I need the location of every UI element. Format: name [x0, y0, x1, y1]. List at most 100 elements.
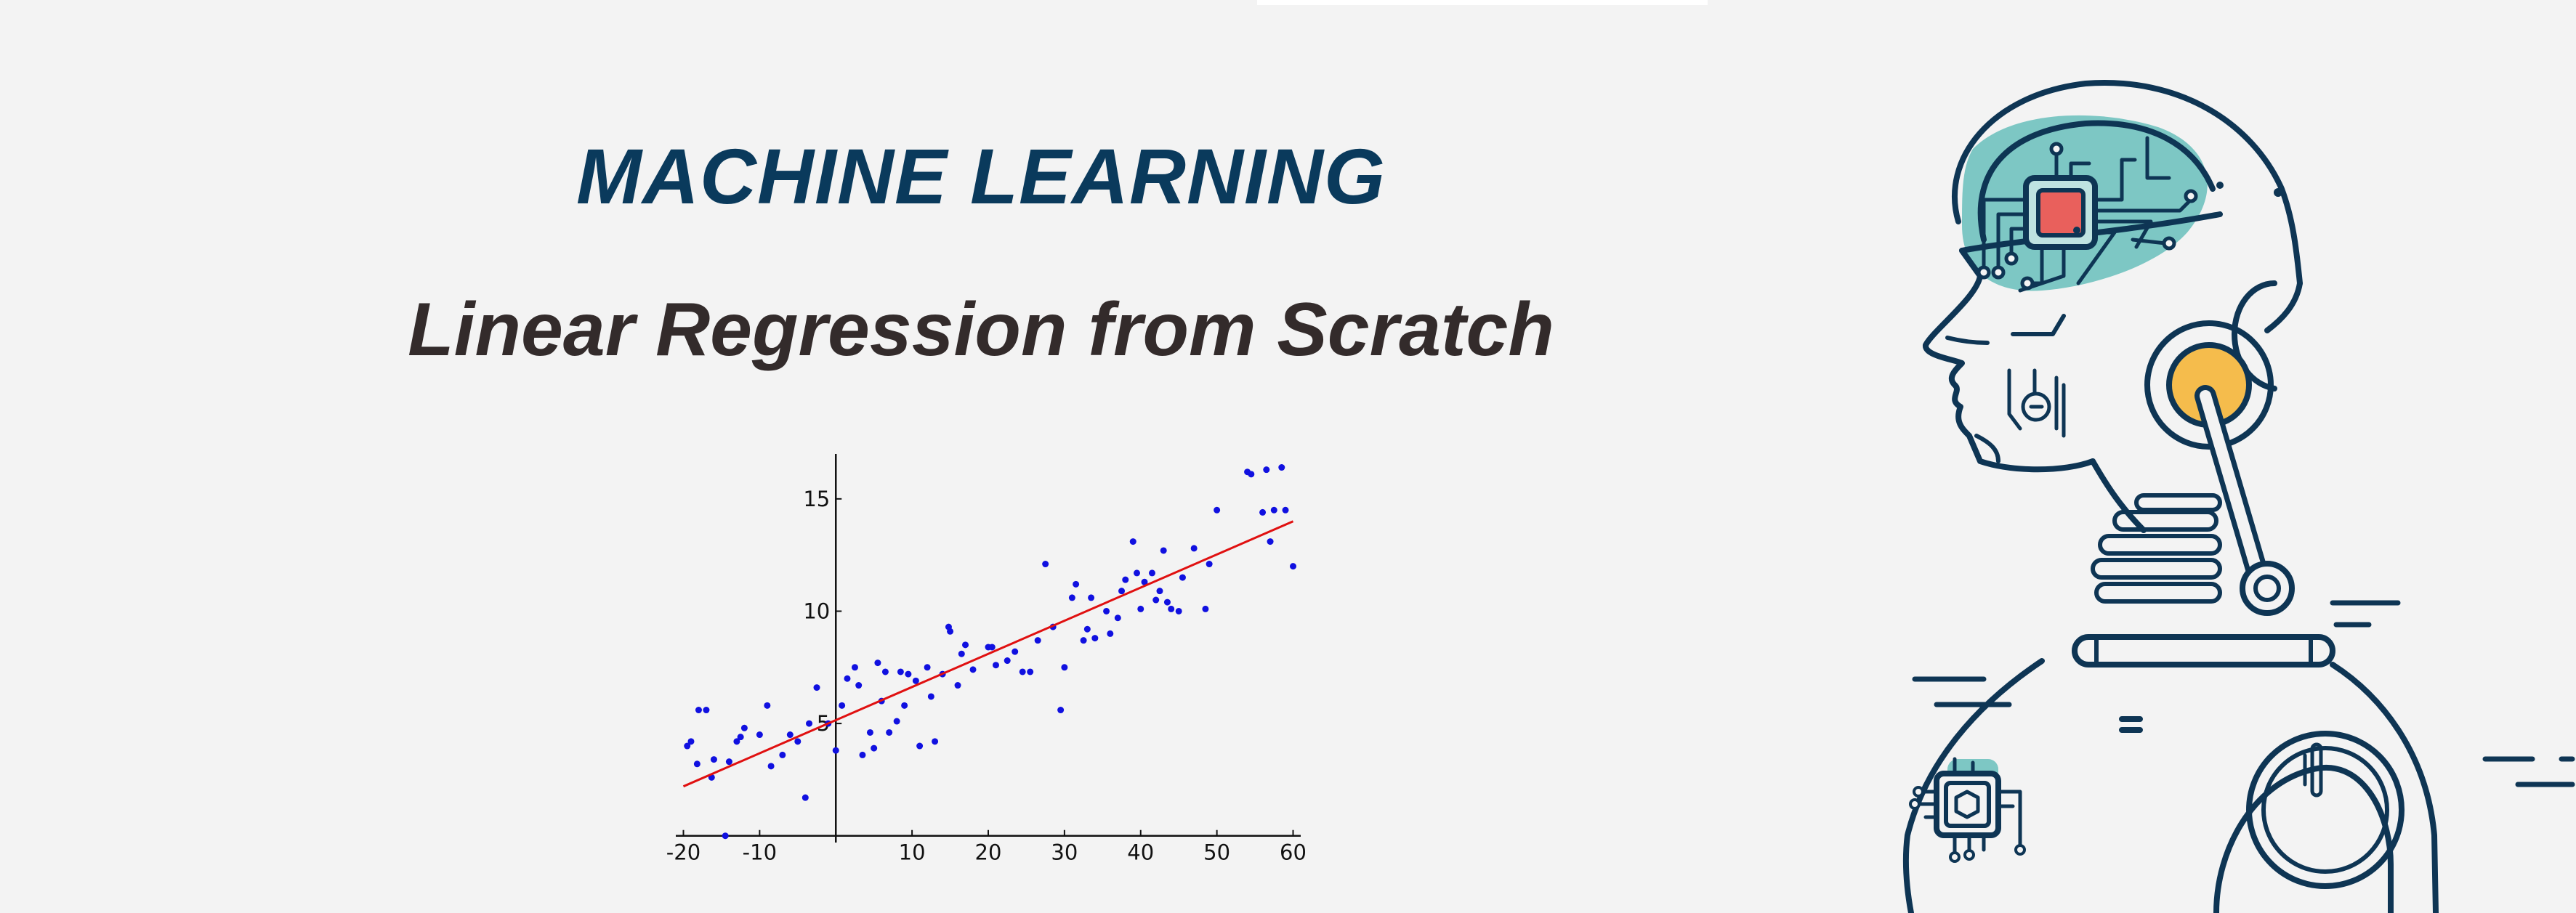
data-point	[954, 682, 961, 689]
y-tick-label: 5	[817, 711, 830, 736]
data-point	[693, 760, 700, 768]
data-point	[802, 794, 809, 801]
data-point	[725, 758, 732, 766]
data-point	[710, 756, 717, 763]
data-point	[786, 731, 794, 739]
data-point	[958, 650, 965, 657]
lower-chip-hex	[1954, 790, 1980, 819]
data-point	[859, 751, 866, 758]
data-point	[927, 693, 934, 700]
x-tick-label: 30	[1051, 840, 1078, 865]
data-point	[1134, 569, 1141, 577]
page-title: MACHINE LEARNING	[576, 132, 1386, 220]
data-point	[1290, 563, 1297, 570]
data-point	[687, 738, 695, 745]
jaw-line	[2090, 458, 2147, 533]
regression-line	[682, 520, 1294, 788]
data-point	[684, 742, 691, 750]
data-point	[1073, 580, 1080, 588]
data-point	[1206, 561, 1213, 568]
data-point	[886, 729, 893, 736]
lower-chip-inner	[1944, 781, 1991, 828]
x-tick-label: -20	[666, 840, 700, 865]
data-point	[1179, 574, 1186, 581]
neck-rib-1	[2134, 493, 2222, 512]
x-tick-label: 20	[975, 840, 1002, 865]
data-point	[806, 720, 813, 727]
data-point	[1137, 605, 1144, 612]
data-point	[1034, 637, 1041, 644]
neck-circuit	[2007, 368, 2066, 438]
data-point	[1088, 594, 1095, 601]
data-point	[722, 832, 729, 840]
helmet-inner-rim	[1977, 120, 2216, 243]
dial-slot	[2310, 742, 2323, 798]
data-point	[897, 668, 904, 675]
data-point	[1057, 707, 1065, 714]
speed-lines	[1912, 600, 2575, 787]
data-point	[947, 628, 954, 635]
neck-rib-2	[2112, 510, 2218, 532]
collar	[2072, 634, 2335, 667]
data-point	[1168, 605, 1175, 612]
data-point	[1259, 508, 1267, 516]
data-point	[1190, 545, 1198, 552]
data-point	[733, 738, 740, 745]
data-point	[1107, 630, 1114, 637]
data-point	[1103, 607, 1110, 614]
data-point	[1012, 648, 1019, 655]
data-point	[1004, 657, 1011, 665]
data-point	[866, 729, 873, 736]
data-point	[1083, 625, 1091, 633]
data-point	[1202, 605, 1209, 612]
data-point	[844, 675, 851, 682]
data-point	[764, 702, 771, 709]
chart-axes: -20 -10 10 20 30 40 50 60 5 10 15	[666, 454, 1307, 865]
neck-rib-3	[2098, 534, 2222, 556]
data-point	[1175, 607, 1182, 614]
data-point	[893, 718, 900, 725]
y-tick-label: 10	[803, 598, 830, 623]
data-point	[924, 664, 931, 671]
data-point	[901, 702, 908, 709]
data-point	[1061, 664, 1068, 671]
data-point	[1248, 471, 1255, 478]
scatter-chart: -20 -10 10 20 30 40 50 60 5 10 15	[666, 454, 1307, 865]
data-points	[684, 464, 1297, 840]
data-point	[1042, 561, 1049, 568]
data-point	[1019, 668, 1026, 675]
data-point	[794, 738, 802, 745]
data-point	[740, 724, 748, 731]
data-point	[1163, 598, 1171, 606]
data-point	[1282, 506, 1289, 514]
eye-detail	[2011, 314, 2066, 336]
robot-head-icon	[1902, 80, 2575, 913]
data-point	[839, 702, 846, 709]
helmet-outline	[1952, 80, 2303, 286]
data-point	[1152, 596, 1160, 604]
chest-mark	[2119, 716, 2143, 733]
data-point	[874, 660, 881, 667]
lower-chip-pins	[1913, 757, 2022, 856]
data-point	[988, 644, 996, 651]
data-point	[912, 677, 919, 684]
data-point	[851, 664, 858, 671]
face-profile	[1923, 248, 2096, 473]
data-point	[1263, 466, 1270, 474]
data-point	[756, 731, 763, 739]
data-point	[1068, 594, 1075, 601]
data-point	[767, 763, 775, 770]
chip-dot	[2073, 227, 2080, 234]
right-shoulder	[2330, 662, 2439, 913]
data-point	[992, 662, 999, 669]
x-tick-label: 10	[899, 840, 926, 865]
data-point	[737, 734, 744, 741]
x-tick-label: 50	[1203, 840, 1230, 865]
neck-rib-4	[2091, 558, 2222, 580]
data-point	[1160, 547, 1167, 554]
data-point	[813, 684, 820, 691]
data-point	[871, 744, 878, 752]
x-tick-label: 40	[1127, 840, 1154, 865]
data-point	[1270, 506, 1277, 514]
data-point	[855, 682, 863, 689]
